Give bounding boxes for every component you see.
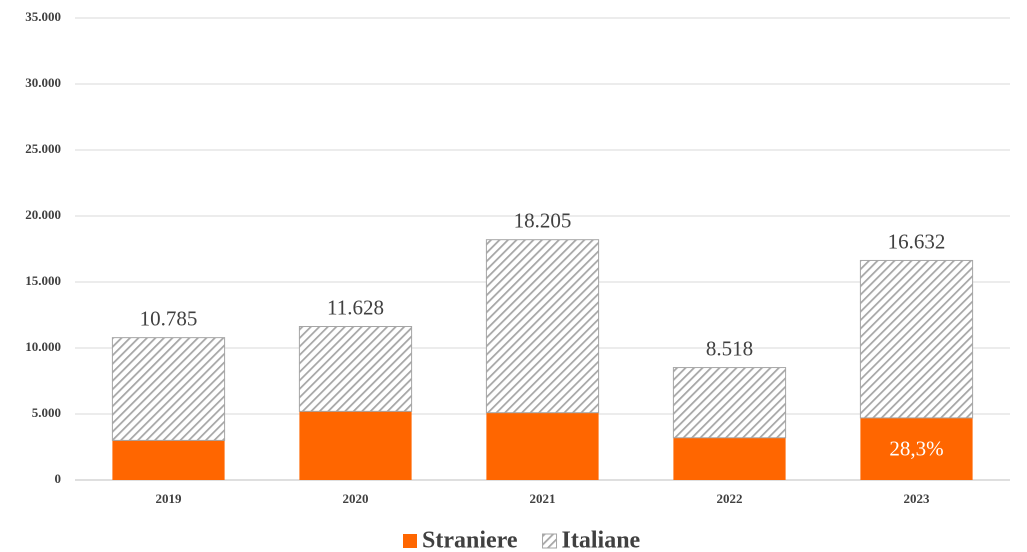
legend-label: Italiane [562, 528, 641, 552]
bar-segment [859, 259, 974, 419]
y-tick-label: 20.000 [25, 207, 61, 222]
bar-segment [299, 411, 412, 480]
x-tick-label: 2021 [530, 491, 556, 506]
x-tick-label: 2023 [904, 491, 931, 506]
x-tick-label: 2020 [343, 491, 369, 506]
total-label: 18.205 [514, 209, 572, 233]
annotation: 28,3% [889, 437, 943, 461]
y-tick-label: 25.000 [25, 141, 61, 156]
bar-segment [672, 367, 787, 439]
y-tick-label: 0 [55, 471, 62, 486]
y-tick-label: 30.000 [25, 75, 61, 90]
y-tick-label: 15.000 [25, 273, 61, 288]
bar-segment [860, 417, 973, 480]
legend-swatch [542, 533, 558, 549]
legend-label: Straniere [422, 528, 518, 552]
y-tick-label: 10.000 [25, 339, 61, 354]
legend-swatch [403, 534, 417, 548]
x-tick-label: 2019 [156, 491, 183, 506]
bar-segment [298, 326, 413, 412]
bar-segment [111, 337, 226, 441]
total-label: 10.785 [140, 306, 198, 330]
total-label: 11.628 [327, 295, 384, 319]
y-tick-label: 5.000 [32, 405, 61, 420]
bar-segment [486, 412, 599, 480]
total-label: 16.632 [888, 229, 946, 253]
bar-segment [673, 437, 786, 480]
bar-segment [112, 440, 225, 480]
total-label: 8.518 [706, 336, 753, 360]
x-tick-label: 2022 [717, 491, 743, 506]
bar-segment [485, 239, 600, 414]
y-tick-label: 35.000 [25, 9, 61, 24]
